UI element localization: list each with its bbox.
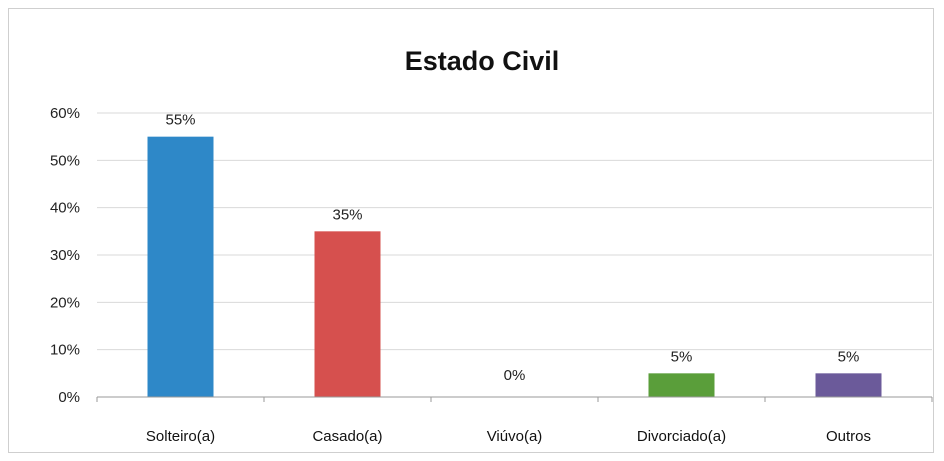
y-tick-label: 50%	[50, 152, 80, 169]
category-label: Divorciado(a)	[637, 428, 726, 445]
y-axis-ticks: 0% 10% 20% 30% 40% 50% 60%	[50, 105, 80, 406]
category-label: Solteiro(a)	[146, 428, 215, 445]
y-tick-label: 20%	[50, 294, 80, 311]
data-label: 5%	[838, 348, 860, 365]
x-axis	[96, 396, 933, 402]
y-tick-label: 30%	[50, 247, 80, 264]
category-label: Outros	[826, 428, 871, 445]
x-axis-categories: Solteiro(a) Casado(a) Viúvo(a) Divorciado(a…	[146, 428, 871, 445]
y-tick-label: 10%	[50, 342, 80, 359]
data-label: 55%	[165, 112, 195, 129]
gridlines	[97, 112, 932, 351]
bar	[815, 373, 882, 397]
y-tick-label: 40%	[50, 200, 80, 217]
y-tick-label: 60%	[50, 105, 80, 122]
data-label: 5%	[671, 348, 693, 365]
bars	[147, 136, 882, 397]
data-label: 35%	[332, 206, 362, 223]
category-label: Casado(a)	[312, 428, 382, 445]
bar	[147, 136, 214, 397]
y-tick-label: 0%	[58, 389, 80, 406]
bar	[314, 231, 381, 397]
category-label: Viúvo(a)	[487, 428, 543, 445]
bar	[648, 373, 715, 397]
data-labels: 55% 35% 0% 5% 5%	[165, 112, 859, 384]
data-label: 0%	[504, 367, 526, 384]
chart-title: Estado Civil	[405, 46, 560, 76]
